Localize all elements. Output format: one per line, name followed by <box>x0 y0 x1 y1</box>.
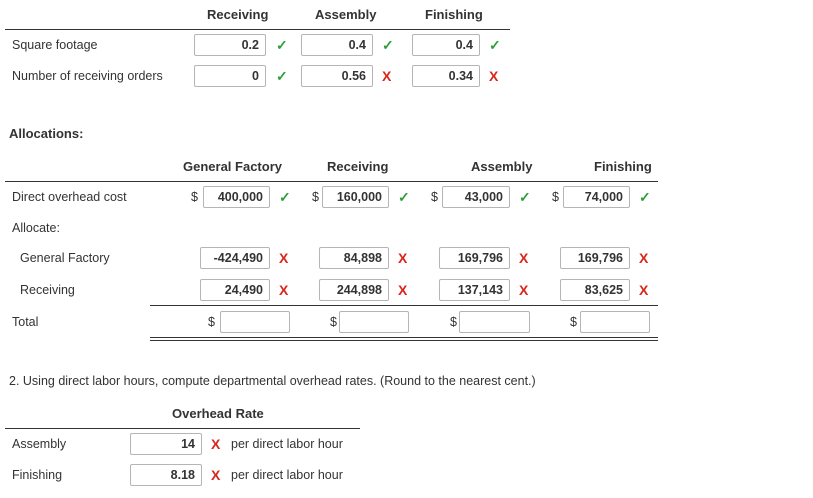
dollar-sign: $ <box>450 315 457 329</box>
total-double-rule-1 <box>150 337 658 338</box>
square-footage-receiving-input[interactable]: 0.2 <box>194 34 266 56</box>
x-icon: X <box>211 467 221 483</box>
square-footage-finishing-input[interactable]: 0.4 <box>412 34 480 56</box>
row-label-receiving-orders: Number of receiving orders <box>12 69 163 83</box>
check-icon: ✓ <box>279 189 291 205</box>
header-assembly: Assembly <box>315 7 377 22</box>
header-finishing: Finishing <box>425 7 483 22</box>
dollar-sign: $ <box>312 190 319 204</box>
check-icon: ✓ <box>639 189 651 205</box>
receiving-orders-assembly-input[interactable]: 0.56 <box>301 65 373 87</box>
dollar-sign: $ <box>330 315 337 329</box>
x-icon: X <box>398 282 408 298</box>
total-double-rule-2 <box>150 340 658 341</box>
unit-label: per direct labor hour <box>231 468 343 482</box>
direct-overhead-general-factory-input[interactable]: 400,000 <box>203 186 270 208</box>
header-overhead-rate: Overhead Rate <box>172 406 264 421</box>
x-icon: X <box>519 282 529 298</box>
direct-overhead-finishing-input[interactable]: 74,000 <box>563 186 630 208</box>
gf-alloc-finishing-input[interactable]: 169,796 <box>560 247 630 269</box>
check-icon: ✓ <box>276 68 288 84</box>
receiving-orders-finishing-input[interactable]: 0.34 <box>412 65 480 87</box>
row-label-assembly: Assembly <box>12 437 67 451</box>
check-icon: ✓ <box>519 189 531 205</box>
square-footage-assembly-input[interactable]: 0.4 <box>301 34 373 56</box>
dollar-sign: $ <box>552 190 559 204</box>
header-general-factory: General Factory <box>183 159 282 174</box>
x-icon: X <box>279 250 289 266</box>
check-icon: ✓ <box>398 189 410 205</box>
unit-label: per direct labor hour <box>231 437 343 451</box>
check-icon: ✓ <box>276 37 288 53</box>
rec-alloc-assembly-input[interactable]: 137,143 <box>439 279 510 301</box>
x-icon: X <box>398 250 408 266</box>
row-label-total: Total <box>12 315 39 329</box>
row-label-general-factory: General Factory <box>20 251 110 265</box>
row-label-direct-overhead: Direct overhead cost <box>12 190 127 204</box>
total-finishing-input[interactable] <box>580 311 650 333</box>
x-icon: X <box>639 250 649 266</box>
x-icon: X <box>639 282 649 298</box>
x-icon: X <box>211 436 221 452</box>
x-icon: X <box>489 68 499 84</box>
assembly-overhead-rate-input[interactable]: 14 <box>130 433 202 455</box>
dollar-sign: $ <box>208 315 215 329</box>
allocate-label: Allocate: <box>12 221 60 235</box>
dollar-sign: $ <box>191 190 198 204</box>
total-receiving-input[interactable] <box>339 311 409 333</box>
dollar-sign: $ <box>431 190 438 204</box>
finishing-overhead-rate-input[interactable]: 8.18 <box>130 464 202 486</box>
check-icon: ✓ <box>382 37 394 53</box>
allocations-title: Allocations: <box>9 126 84 141</box>
header-rule <box>5 29 510 30</box>
rec-alloc-finishing-input[interactable]: 83,625 <box>560 279 630 301</box>
header-receiving: Receiving <box>207 7 269 22</box>
x-icon: X <box>382 68 392 84</box>
x-icon: X <box>519 250 529 266</box>
header-finishing: Finishing <box>594 159 652 174</box>
check-icon: ✓ <box>489 37 501 53</box>
receiving-orders-receiving-input[interactable]: 0 <box>194 65 266 87</box>
row-label-finishing: Finishing <box>12 468 63 482</box>
total-top-rule <box>150 305 658 306</box>
total-general-factory-input[interactable] <box>220 311 290 333</box>
gf-alloc-receiving-input[interactable]: 84,898 <box>319 247 389 269</box>
dollar-sign: $ <box>570 315 577 329</box>
header-receiving: Receiving <box>327 159 389 174</box>
header-assembly: Assembly <box>471 159 533 174</box>
gf-alloc-assembly-input[interactable]: 169,796 <box>439 247 510 269</box>
rec-alloc-general-factory-input[interactable]: 24,490 <box>200 279 270 301</box>
x-icon: X <box>279 282 289 298</box>
total-assembly-input[interactable] <box>459 311 530 333</box>
overhead-header-rule <box>5 428 360 429</box>
row-label-square-footage: Square footage <box>12 38 98 52</box>
question-2-text: 2. Using direct labor hours, compute dep… <box>9 374 536 388</box>
direct-overhead-assembly-input[interactable]: 43,000 <box>442 186 510 208</box>
gf-alloc-general-factory-input[interactable]: -424,490 <box>200 247 270 269</box>
allocations-header-rule <box>5 181 658 182</box>
direct-overhead-receiving-input[interactable]: 160,000 <box>322 186 389 208</box>
rec-alloc-receiving-input[interactable]: 244,898 <box>319 279 389 301</box>
row-label-receiving: Receiving <box>20 283 75 297</box>
